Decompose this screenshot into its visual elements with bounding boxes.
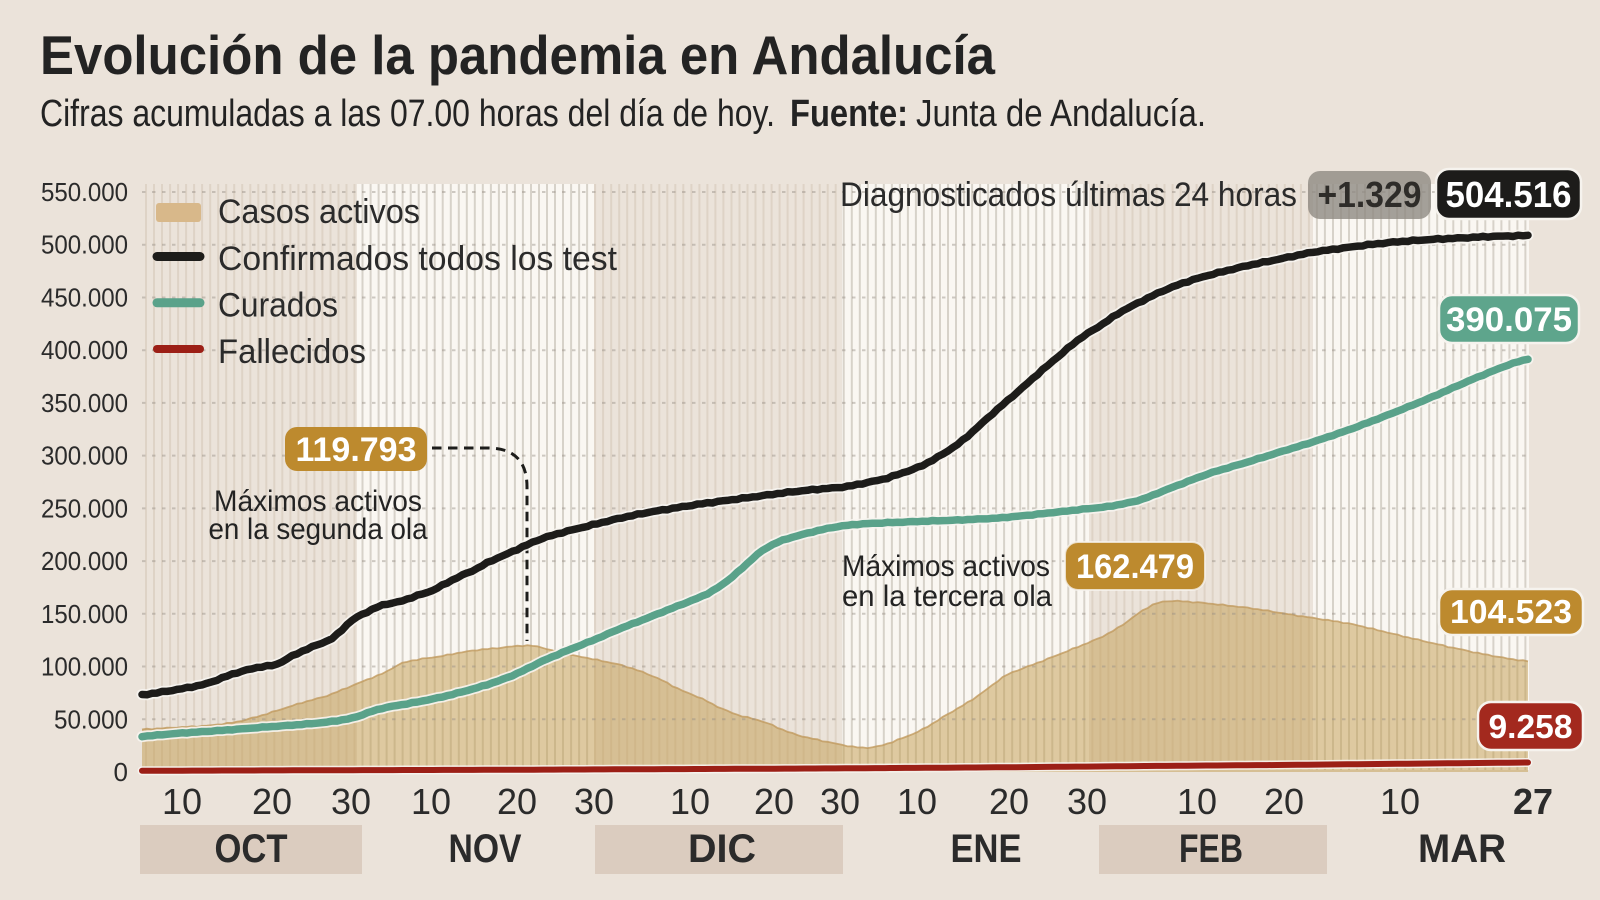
svg-text:Diagnosticados últimas 24 hora: Diagnosticados últimas 24 horas [840,176,1297,214]
svg-text:10: 10 [162,781,202,822]
svg-text:Fuente:: Fuente: [790,93,908,135]
svg-text:en la tercera ola: en la tercera ola [842,580,1052,613]
svg-text:Máximos activos: Máximos activos [214,485,422,518]
svg-text:ENE: ENE [951,827,1022,871]
svg-text:350.000: 350.000 [41,388,128,418]
svg-text:30: 30 [331,781,371,822]
svg-text:Confirmados todos los test: Confirmados todos los test [218,240,618,278]
svg-text:10: 10 [1380,781,1420,822]
svg-text:300.000: 300.000 [41,441,128,471]
svg-text:500.000: 500.000 [41,230,128,260]
svg-text:100.000: 100.000 [41,652,128,682]
svg-text:250.000: 250.000 [41,493,128,523]
svg-text:27: 27 [1513,781,1553,822]
svg-text:10: 10 [670,781,710,822]
svg-text:MAR: MAR [1418,827,1506,871]
svg-text:550.000: 550.000 [41,177,128,207]
svg-text:Máximos activos: Máximos activos [842,550,1050,583]
svg-text:NOV: NOV [449,827,522,871]
svg-text:150.000: 150.000 [41,599,128,629]
svg-text:30: 30 [820,781,860,822]
svg-text:20: 20 [754,781,794,822]
svg-text:9.258: 9.258 [1489,708,1573,745]
svg-text:450.000: 450.000 [41,282,128,312]
svg-text:Evolución de la pandemia en An: Evolución de la pandemia en Andalucía [40,24,995,86]
svg-text:20: 20 [252,781,292,822]
svg-text:162.479: 162.479 [1076,548,1194,586]
svg-text:Junta de Andalucía.: Junta de Andalucía. [916,93,1206,135]
svg-text:10: 10 [897,781,937,822]
svg-text:30: 30 [574,781,614,822]
svg-text:Curados: Curados [218,287,338,325]
svg-text:104.523: 104.523 [1450,593,1572,630]
svg-text:10: 10 [1177,781,1217,822]
svg-text:504.516: 504.516 [1446,174,1572,215]
svg-text:10: 10 [411,781,451,822]
svg-text:50.000: 50.000 [54,704,128,734]
svg-text:Fallecidos: Fallecidos [218,333,366,371]
svg-text:Cifras acumuladas a las 07.00: Cifras acumuladas a las 07.00 horas del … [40,93,775,135]
svg-text:en la segunda ola: en la segunda ola [209,513,428,546]
svg-text:FEB: FEB [1179,827,1243,871]
svg-text:200.000: 200.000 [41,546,128,576]
svg-text:390.075: 390.075 [1446,301,1572,339]
svg-text:20: 20 [497,781,537,822]
svg-text:OCT: OCT [215,827,288,871]
svg-text:400.000: 400.000 [41,335,128,365]
svg-text:119.793: 119.793 [296,431,417,469]
svg-text:20: 20 [989,781,1029,822]
svg-text:30: 30 [1067,781,1107,822]
svg-text:Casos activos: Casos activos [218,193,420,231]
svg-text:20: 20 [1264,781,1304,822]
svg-text:+1.329: +1.329 [1318,174,1422,215]
svg-text:0: 0 [114,757,128,787]
svg-text:DIC: DIC [688,827,756,871]
